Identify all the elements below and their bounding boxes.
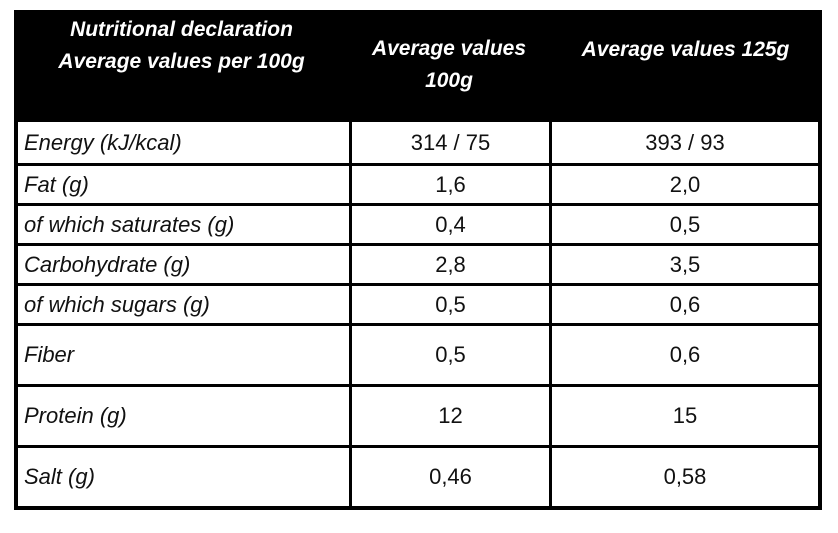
table-cell-125g: 0,58: [552, 448, 818, 506]
table-cell-125g: 3,5: [552, 246, 818, 283]
table-row-label: Carbohydrate (g): [18, 246, 349, 283]
header-average-125g: Average values 125g: [549, 10, 822, 119]
header-title-line2: Average values per 100g: [58, 50, 305, 73]
header-title-line1: Nutritional declaration: [70, 18, 293, 41]
table-cell-125g: 0,6: [552, 326, 818, 384]
table-row-label: Fiber: [18, 326, 349, 384]
table-row-label: Protein (g): [18, 387, 349, 445]
table-cell-125g: 393 / 93: [552, 122, 818, 163]
table-cell-100g: 12: [352, 387, 549, 445]
table-header: Nutritional declaration Average values p…: [14, 10, 822, 119]
table-cell-100g: 0,4: [352, 206, 549, 243]
header-average-100g-line1: Average values: [371, 36, 527, 60]
table-cell-100g: 2,8: [352, 246, 549, 283]
table-cell-100g: 314 / 75: [352, 122, 549, 163]
table-cell-125g: 15: [552, 387, 818, 445]
table-cell-125g: 0,6: [552, 286, 818, 323]
table-row-label: Fat (g): [18, 166, 349, 203]
table-cell-100g: 0,46: [352, 448, 549, 506]
header-average-125g-label: Average values 125g: [581, 38, 790, 61]
table-cell-100g: 0,5: [352, 326, 549, 384]
table-row-label: Energy (kJ/kcal): [18, 122, 349, 163]
table-row-label: Salt (g): [18, 448, 349, 506]
table-cell-125g: 2,0: [552, 166, 818, 203]
table-cell-100g: 1,6: [352, 166, 549, 203]
table-row-label: of which saturates (g): [18, 206, 349, 243]
table-cell-125g: 0,5: [552, 206, 818, 243]
table-cell-100g: 0,5: [352, 286, 549, 323]
header-average-100g-line2: 100g: [425, 68, 473, 92]
header-nutritional-declaration: Nutritional declaration Average values p…: [14, 10, 349, 119]
nutrition-table: Nutritional declaration Average values p…: [14, 10, 822, 510]
header-average-100g: Average values 100g: [349, 10, 549, 119]
table-row-label: of which sugars (g): [18, 286, 349, 323]
